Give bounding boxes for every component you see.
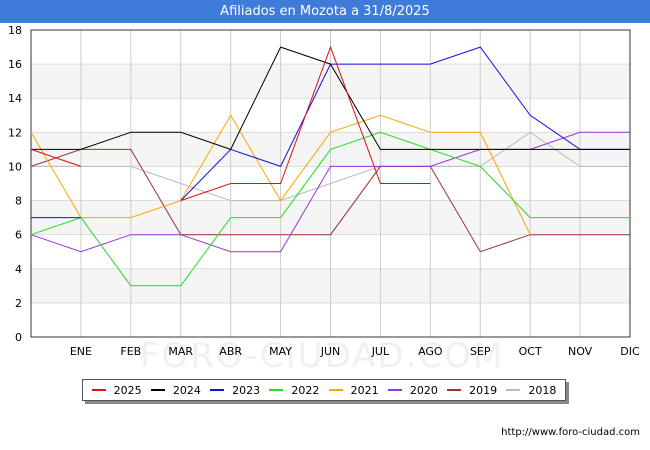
legend-label: 2018: [528, 383, 557, 397]
x-tick-label: MAY: [269, 345, 292, 358]
source-url[interactable]: http://www.foro-ciudad.com: [501, 427, 640, 438]
x-tick-label: SEP: [470, 345, 491, 358]
x-tick-label: MAR: [168, 345, 193, 358]
legend-swatch: [447, 389, 462, 391]
y-tick-label: 10: [8, 160, 22, 173]
series-line-2024: [31, 46, 630, 151]
legend-swatch: [387, 389, 402, 391]
legend-label: 2025: [113, 383, 142, 397]
legend-item-2024: 2024: [150, 383, 201, 397]
x-tick-label: ENE: [70, 345, 92, 358]
series-line-2022: [30, 131, 630, 287]
legend-swatch: [210, 389, 225, 391]
y-tick-label: 18: [8, 24, 22, 37]
x-tick-label: ABR: [219, 345, 242, 358]
y-tick-label: 0: [15, 331, 22, 344]
watermark-text: FORO-CIUDAD.COM: [140, 336, 505, 376]
legend-swatch: [150, 389, 165, 391]
y-tick-label: 6: [15, 229, 22, 242]
legend-label: 2023: [232, 383, 261, 397]
x-tick-label: NOV: [568, 345, 593, 358]
x-tick-label: JUN: [320, 345, 341, 358]
y-tick-label: 4: [15, 263, 22, 276]
legend-item-2022: 2022: [269, 384, 319, 397]
legend-label: 2022: [291, 383, 320, 397]
x-tick-label: JUL: [371, 345, 390, 358]
legend-item-2020: 2020: [387, 383, 438, 397]
series-line-2025: [180, 45, 431, 202]
series-line-2018: [31, 131, 630, 202]
chart-legend: 2025 2024 2023 2022 2021 2020 2019 2018: [82, 379, 566, 401]
x-tick-label: AGO: [418, 345, 443, 358]
series-line-2025: [30, 148, 82, 167]
legend-swatch: [269, 389, 284, 391]
legend-label: 2019: [469, 383, 498, 397]
legend-label: 2020: [409, 383, 438, 397]
legend-item-2023: 2023: [210, 384, 260, 397]
series-line-2021: [30, 114, 531, 235]
legend-label: 2024: [172, 383, 201, 397]
x-tick-label: DIC: [620, 345, 640, 358]
x-tick-label: FEB: [120, 345, 141, 358]
chart-title: Afiliados en Mozota a 31/8/2025: [0, 0, 650, 23]
legend-item-2021: 2021: [328, 383, 379, 397]
legend-item-2018: 2018: [506, 384, 556, 397]
y-tick-label: 12: [8, 126, 22, 139]
legend-swatch: [506, 389, 521, 391]
y-tick-label: 16: [8, 58, 22, 71]
legend-item-2019: 2019: [447, 384, 497, 397]
y-tick-label: 2: [15, 297, 22, 310]
y-tick-label: 8: [15, 195, 22, 208]
legend-swatch: [91, 389, 106, 391]
legend-swatch: [328, 389, 343, 391]
y-tick-label: 14: [8, 92, 22, 105]
series-line-2023: [31, 46, 630, 219]
legend-item-2025: 2025: [91, 383, 142, 397]
x-tick-label: OCT: [519, 345, 542, 358]
legend-label: 2021: [350, 383, 379, 397]
plot-frame: [30, 29, 631, 338]
